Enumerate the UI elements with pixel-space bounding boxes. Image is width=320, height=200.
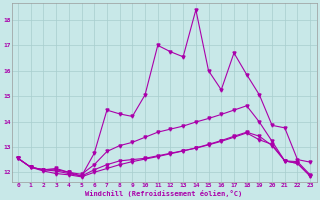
X-axis label: Windchill (Refroidissement éolien,°C): Windchill (Refroidissement éolien,°C): [85, 190, 243, 197]
